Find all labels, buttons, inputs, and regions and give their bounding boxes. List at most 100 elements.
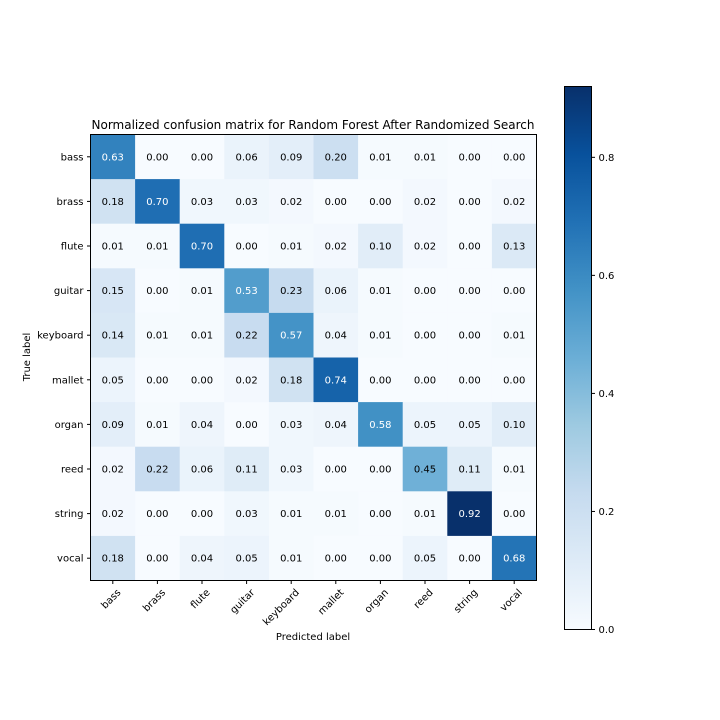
y-axis-ticks: bass brass flute guitar keyboard mallet organ r…: [37, 152, 90, 564]
x-tick-label: string: [452, 587, 480, 615]
cell-value-label: 0.70: [146, 197, 168, 208]
cell-value-label: 0.74: [325, 375, 347, 386]
colorbar-tick-label: 0.6: [599, 271, 615, 282]
cell-value-label: 0.03: [280, 420, 302, 431]
cell-value-label: 0.01: [146, 420, 168, 431]
cell-value-label: 0.01: [414, 152, 436, 163]
cell-value-label: 0.00: [503, 152, 525, 163]
cell-value-label: 0.01: [325, 509, 347, 520]
colorbar-ticks: 0.00.20.40.60.8: [592, 153, 615, 636]
cell-value-label: 0.00: [369, 465, 391, 476]
x-tick-label: organ: [363, 587, 391, 615]
cell-value-label: 0.53: [235, 286, 257, 297]
x-axis-ticks: bass brass flute guitar keyboard mallet organ r…: [99, 581, 524, 628]
colorbar: [565, 87, 592, 630]
y-tick-label: organ: [55, 420, 84, 431]
x-tick-label: flute: [189, 587, 213, 611]
x-tick-label: bass: [99, 587, 123, 611]
cell-value-label: 0.18: [280, 375, 302, 386]
cell-value-label: 0.02: [325, 242, 347, 253]
cell-value-label: 0.00: [146, 554, 168, 565]
cell-value-label: 0.09: [280, 152, 302, 163]
y-tick-label: reed: [61, 465, 84, 476]
cell-value-label: 0.00: [414, 375, 436, 386]
cell-value-label: 0.04: [325, 331, 347, 342]
y-tick-label: mallet: [52, 375, 84, 386]
cell-value-label: 0.06: [235, 152, 257, 163]
cell-value-label: 0.01: [146, 331, 168, 342]
cell-value-label: 0.00: [458, 152, 480, 163]
cell-value-label: 0.05: [414, 554, 436, 565]
cell-value-label: 0.00: [503, 509, 525, 520]
cell-value-label: 0.04: [325, 420, 347, 431]
cell-value-label: 0.00: [146, 375, 168, 386]
colorbar-tick-label: 0.0: [599, 625, 615, 636]
cell-value-label: 0.00: [458, 286, 480, 297]
y-tick-label: bass: [61, 152, 84, 163]
cell-value-label: 0.01: [280, 554, 302, 565]
cell-value-label: 0.00: [369, 509, 391, 520]
cell-value-label: 0.00: [458, 375, 480, 386]
cell-value-label: 0.13: [503, 242, 525, 253]
cell-value-label: 0.00: [414, 286, 436, 297]
cell-value-label: 0.06: [325, 286, 347, 297]
y-tick-label: brass: [56, 197, 83, 208]
cell-value-label: 0.03: [235, 197, 257, 208]
cell-value-label: 0.00: [146, 152, 168, 163]
cell-value-label: 0.03: [280, 465, 302, 476]
cell-value-label: 0.00: [235, 242, 257, 253]
cell-value-label: 0.01: [369, 331, 391, 342]
cell-value-label: 0.02: [102, 465, 124, 476]
cell-value-label: 0.01: [191, 286, 213, 297]
cell-value-label: 0.01: [369, 152, 391, 163]
cell-value-label: 0.22: [235, 331, 257, 342]
cell-value-label: 0.57: [280, 331, 302, 342]
cell-value-label: 0.22: [146, 465, 168, 476]
cell-value-label: 0.70: [191, 242, 213, 253]
cell-value-label: 0.00: [458, 554, 480, 565]
colorbar-tick-label: 0.2: [599, 507, 615, 518]
cell-value-label: 0.18: [102, 197, 124, 208]
cell-value-label: 0.11: [235, 465, 257, 476]
y-tick-label: vocal: [57, 554, 83, 565]
cell-value-label: 0.00: [325, 465, 347, 476]
cell-value-label: 0.03: [235, 509, 257, 520]
cell-value-label: 0.01: [191, 331, 213, 342]
cell-value-label: 0.00: [458, 242, 480, 253]
cell-value-label: 0.00: [325, 554, 347, 565]
y-tick-label: string: [55, 509, 84, 520]
cell-value-label: 0.00: [458, 197, 480, 208]
y-tick-label: keyboard: [37, 331, 83, 342]
cell-value-label: 0.04: [191, 420, 213, 431]
cell-value-label: 0.23: [280, 286, 302, 297]
chart-title: Normalized confusion matrix for Random F…: [92, 118, 535, 132]
cell-value-label: 0.05: [102, 375, 124, 386]
cell-value-label: 0.14: [102, 331, 124, 342]
cell-value-label: 0.00: [235, 420, 257, 431]
x-tick-label: mallet: [316, 587, 346, 617]
cell-value-label: 0.00: [503, 375, 525, 386]
cell-value-label: 0.04: [191, 554, 213, 565]
cell-value-label: 0.02: [414, 197, 436, 208]
cell-value-label: 0.00: [191, 152, 213, 163]
cell-value-label: 0.01: [146, 242, 168, 253]
y-tick-label: flute: [61, 242, 84, 253]
cell-value-label: 0.01: [280, 242, 302, 253]
cell-value-label: 0.02: [503, 197, 525, 208]
cell-value-label: 0.10: [503, 420, 525, 431]
cell-value-label: 0.01: [102, 242, 124, 253]
cell-value-label: 0.01: [414, 509, 436, 520]
cell-value-label: 0.00: [369, 375, 391, 386]
cell-value-label: 0.02: [280, 197, 302, 208]
x-tick-label: brass: [141, 587, 168, 614]
x-tick-label: guitar: [229, 587, 258, 616]
cell-value-label: 0.20: [325, 152, 347, 163]
cell-value-label: 0.00: [191, 509, 213, 520]
cell-value-label: 0.00: [146, 286, 168, 297]
cell-value-label: 0.01: [503, 465, 525, 476]
cell-value-label: 0.58: [369, 420, 391, 431]
x-tick-label: vocal: [498, 587, 524, 613]
cell-value-label: 0.00: [146, 509, 168, 520]
cell-value-label: 0.01: [280, 509, 302, 520]
